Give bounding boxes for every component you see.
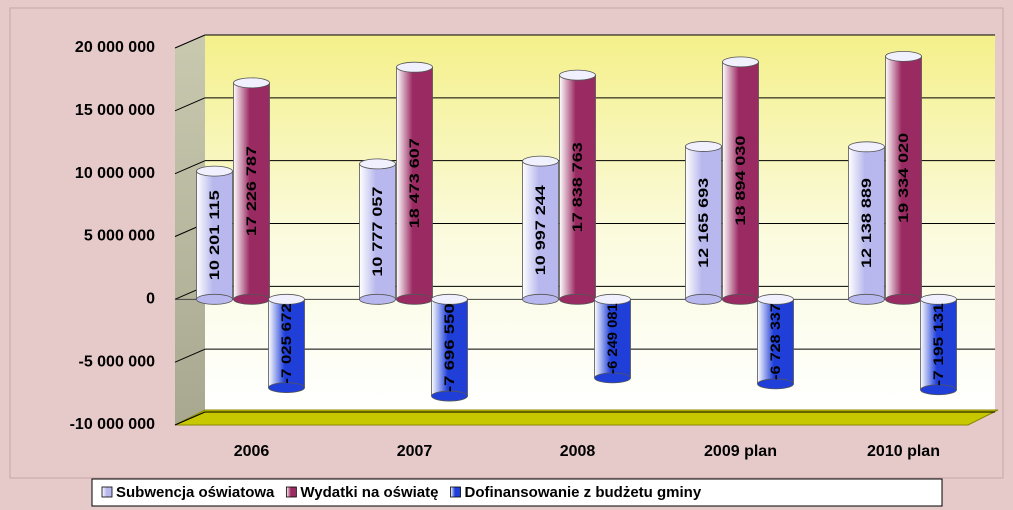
- value-label: 10 201 115: [206, 190, 222, 280]
- y-tick-label: 15 000 000: [75, 102, 155, 119]
- legend-label: Wydatki na oświatę: [300, 484, 438, 501]
- bar-bottom: [196, 293, 233, 305]
- x-tick-label: 2010 plan: [867, 443, 940, 460]
- value-label: -7 025 672: [278, 303, 294, 384]
- bar: [885, 55, 922, 300]
- bar-cap: [594, 293, 631, 305]
- value-label: 17 838 763: [569, 142, 585, 232]
- value-label: 17 226 787: [243, 146, 259, 236]
- value-label: 10 997 244: [532, 185, 548, 275]
- legend: Subwencja oświatowa Wydatki na oświatę Dof…: [91, 478, 943, 507]
- x-tick-label: 2007: [397, 443, 433, 460]
- y-tick-label: -10 000 000: [70, 416, 156, 433]
- value-label: 12 138 889: [858, 178, 874, 268]
- y-tick-label: 5 000 000: [84, 228, 155, 245]
- bar-cap: [559, 69, 596, 81]
- bar-cap: [396, 61, 433, 73]
- bar-bottom: [757, 378, 794, 390]
- bar: [196, 170, 233, 300]
- y-tick-label: 0: [146, 291, 155, 308]
- floor: [174, 409, 999, 426]
- bar-cap: [920, 293, 957, 305]
- bar-cap: [196, 165, 233, 177]
- bar-cap: [848, 141, 885, 153]
- legend-box: [91, 478, 943, 507]
- bar-bottom: [268, 382, 305, 394]
- value-label: -7 195 131: [930, 303, 946, 386]
- value-label: 10 777 057: [369, 186, 385, 276]
- bar-bottom: [431, 390, 468, 402]
- bar-cap: [722, 56, 759, 68]
- bar-bottom: [233, 293, 270, 305]
- legend-label: Dofinansowanie z budżetu gminy: [464, 484, 701, 501]
- y-tick-label: -5 000 000: [78, 353, 155, 370]
- bar-cap: [885, 50, 922, 62]
- y-tick-label: 10 000 000: [75, 165, 155, 182]
- x-tick-label: 2009 plan: [704, 443, 777, 460]
- bar-bottom: [359, 293, 396, 305]
- bar-bottom: [848, 293, 885, 305]
- grid-line-side: [174, 160, 206, 175]
- x-tick-label: 2006: [234, 443, 270, 460]
- x-tick-label: 2008: [560, 443, 596, 460]
- bar-bottom: [885, 293, 922, 305]
- bar-bottom: [722, 293, 759, 305]
- bar: [431, 298, 468, 397]
- bar-cap: [522, 155, 559, 167]
- bar-cap: [359, 158, 396, 170]
- bar-bottom: [685, 293, 722, 305]
- bar-cap: [233, 77, 270, 89]
- value-label: 18 894 030: [732, 135, 748, 225]
- value-label: -6 249 081: [604, 303, 620, 374]
- bar: [685, 146, 722, 300]
- bar-bottom: [396, 293, 433, 305]
- bar: [233, 82, 270, 300]
- bar: [359, 163, 396, 300]
- bar-bottom: [920, 384, 957, 396]
- bar-bottom: [522, 293, 559, 305]
- grid-line-side: [174, 411, 206, 426]
- frame: [9, 7, 1004, 479]
- grid-line-side: [174, 97, 206, 112]
- legend-swatch: [450, 486, 461, 498]
- value-label: 19 334 020: [895, 133, 911, 223]
- grid-line-side: [174, 348, 206, 363]
- value-label: 18 473 607: [406, 138, 422, 228]
- bar-cap: [268, 293, 305, 305]
- bar-cap: [757, 293, 794, 305]
- value-label: 12 165 693: [695, 178, 711, 268]
- bar: [722, 61, 759, 300]
- bar: [522, 160, 559, 300]
- y-tick-label: 20 000 000: [75, 39, 155, 56]
- value-label: -6 728 337: [767, 303, 783, 380]
- bar-cap: [685, 141, 722, 152]
- legend-swatch: [285, 486, 297, 498]
- bar: [396, 66, 433, 300]
- bar-cap: [431, 293, 468, 305]
- bar-bottom: [594, 372, 631, 384]
- legend-label: Subwencja oświatowa: [116, 484, 275, 501]
- bar-bottom: [559, 293, 596, 305]
- legend-swatch: [101, 486, 113, 498]
- value-label: -7 696 550: [441, 303, 457, 392]
- grid-line-side: [174, 34, 206, 49]
